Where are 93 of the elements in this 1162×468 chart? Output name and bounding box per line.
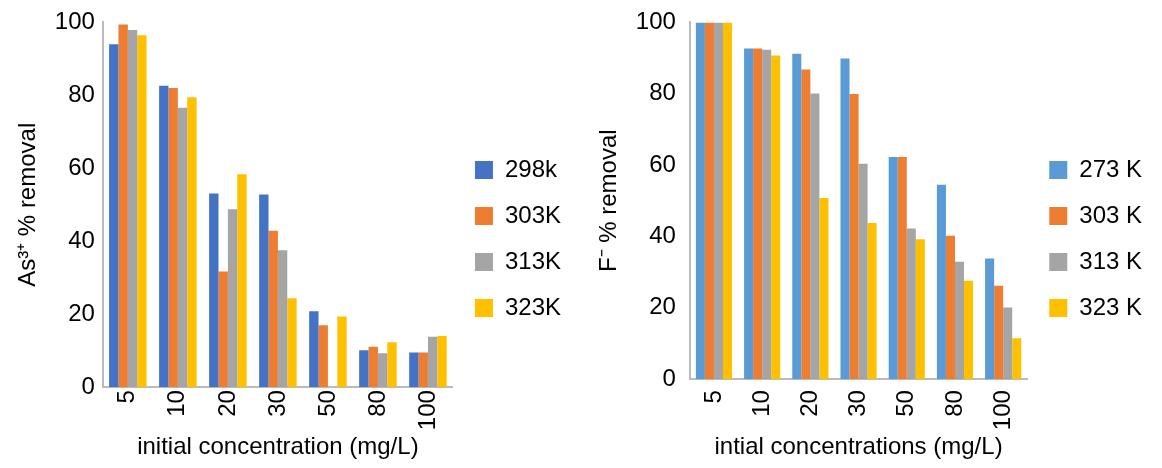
legend-label: 323K xyxy=(504,292,562,320)
x-tick-label: 10 xyxy=(746,390,774,417)
bar xyxy=(704,22,714,380)
x-tick-label: 10 xyxy=(162,390,190,417)
y-tick-label: 60 xyxy=(649,149,676,177)
bar xyxy=(713,22,723,380)
bar xyxy=(137,35,147,388)
legend-label: 323 K xyxy=(1079,292,1142,320)
bar xyxy=(985,258,995,380)
bar xyxy=(418,352,428,388)
y-tick-label: 20 xyxy=(649,292,676,320)
bar xyxy=(1012,338,1022,380)
bar xyxy=(801,69,811,380)
bar xyxy=(915,239,925,380)
legend-label: 273 K xyxy=(1079,154,1142,182)
bar xyxy=(337,316,347,388)
bar xyxy=(867,222,877,380)
bar xyxy=(695,22,705,380)
legend-label: 303 K xyxy=(1079,200,1142,228)
legend-label: 298k xyxy=(504,154,558,182)
bar xyxy=(268,230,278,388)
x-tick-label: 20 xyxy=(794,390,822,417)
x-tick-label: 20 xyxy=(212,390,240,417)
bar xyxy=(437,336,447,388)
bar xyxy=(409,352,419,388)
bar xyxy=(237,174,247,388)
legend-label: 313K xyxy=(504,246,562,274)
x-axis-title: intial concentrations (mg/L) xyxy=(714,432,1003,460)
y-tick-label: 0 xyxy=(662,363,676,391)
bar xyxy=(964,280,974,380)
bar xyxy=(849,94,859,380)
x-tick-label: 5 xyxy=(698,390,726,404)
bar xyxy=(109,44,119,388)
x-tick-label: 100 xyxy=(412,390,440,431)
y-tick-label: 60 xyxy=(68,152,95,180)
bar xyxy=(936,184,946,380)
x-axis-title: initial concentration (mg/L) xyxy=(137,432,419,460)
bar xyxy=(722,22,733,380)
bar xyxy=(819,197,829,380)
bar xyxy=(377,353,388,388)
x-tick-label: 80 xyxy=(362,390,390,417)
bar xyxy=(810,93,820,380)
bar xyxy=(287,298,297,388)
bar xyxy=(771,55,781,380)
y-axis-title: As³⁺ % removal xyxy=(13,122,41,287)
bar xyxy=(744,48,754,380)
bar xyxy=(994,285,1004,380)
bar xyxy=(187,97,197,388)
bar xyxy=(840,58,850,380)
bar xyxy=(127,30,138,388)
bar xyxy=(954,261,965,380)
bar xyxy=(218,271,228,388)
bar xyxy=(159,85,169,388)
y-tick-label: 20 xyxy=(68,298,95,326)
x-tick-label: 50 xyxy=(891,390,919,417)
legend-label: 303K xyxy=(504,200,562,228)
bar xyxy=(753,48,763,380)
bar xyxy=(209,193,219,388)
bar xyxy=(888,156,898,380)
x-tick-label: 80 xyxy=(939,390,967,417)
bar xyxy=(792,53,802,380)
bar xyxy=(177,107,188,388)
bar xyxy=(118,24,128,388)
y-tick-label: 40 xyxy=(649,221,676,249)
y-tick-label: 40 xyxy=(68,225,95,253)
bar xyxy=(427,336,438,388)
bar xyxy=(368,346,378,388)
bar xyxy=(277,250,288,388)
x-tick-label: 100 xyxy=(987,390,1015,431)
y-tick-label: 0 xyxy=(81,371,95,399)
bar xyxy=(1003,307,1013,380)
bar xyxy=(945,235,955,380)
bar xyxy=(359,350,369,388)
x-tick-label: 50 xyxy=(312,390,340,417)
bar xyxy=(387,342,397,388)
bar xyxy=(897,156,907,380)
bar xyxy=(762,49,772,380)
x-tick-label: 30 xyxy=(843,390,871,417)
bar xyxy=(906,228,916,380)
x-tick-label: 30 xyxy=(262,390,290,417)
bar xyxy=(227,209,238,388)
y-tick-label: 80 xyxy=(68,79,95,107)
bar xyxy=(259,194,269,388)
y-tick-label: 80 xyxy=(649,78,676,106)
bar xyxy=(168,88,178,388)
x-tick-label: 5 xyxy=(112,390,140,404)
y-tick-label: 100 xyxy=(635,7,676,35)
y-axis-title: F⁻ % removal xyxy=(594,129,622,273)
bar xyxy=(858,163,868,380)
bar xyxy=(318,325,328,388)
bar xyxy=(309,311,319,388)
y-tick-label: 100 xyxy=(54,7,95,35)
legend-label: 313 K xyxy=(1079,246,1142,274)
